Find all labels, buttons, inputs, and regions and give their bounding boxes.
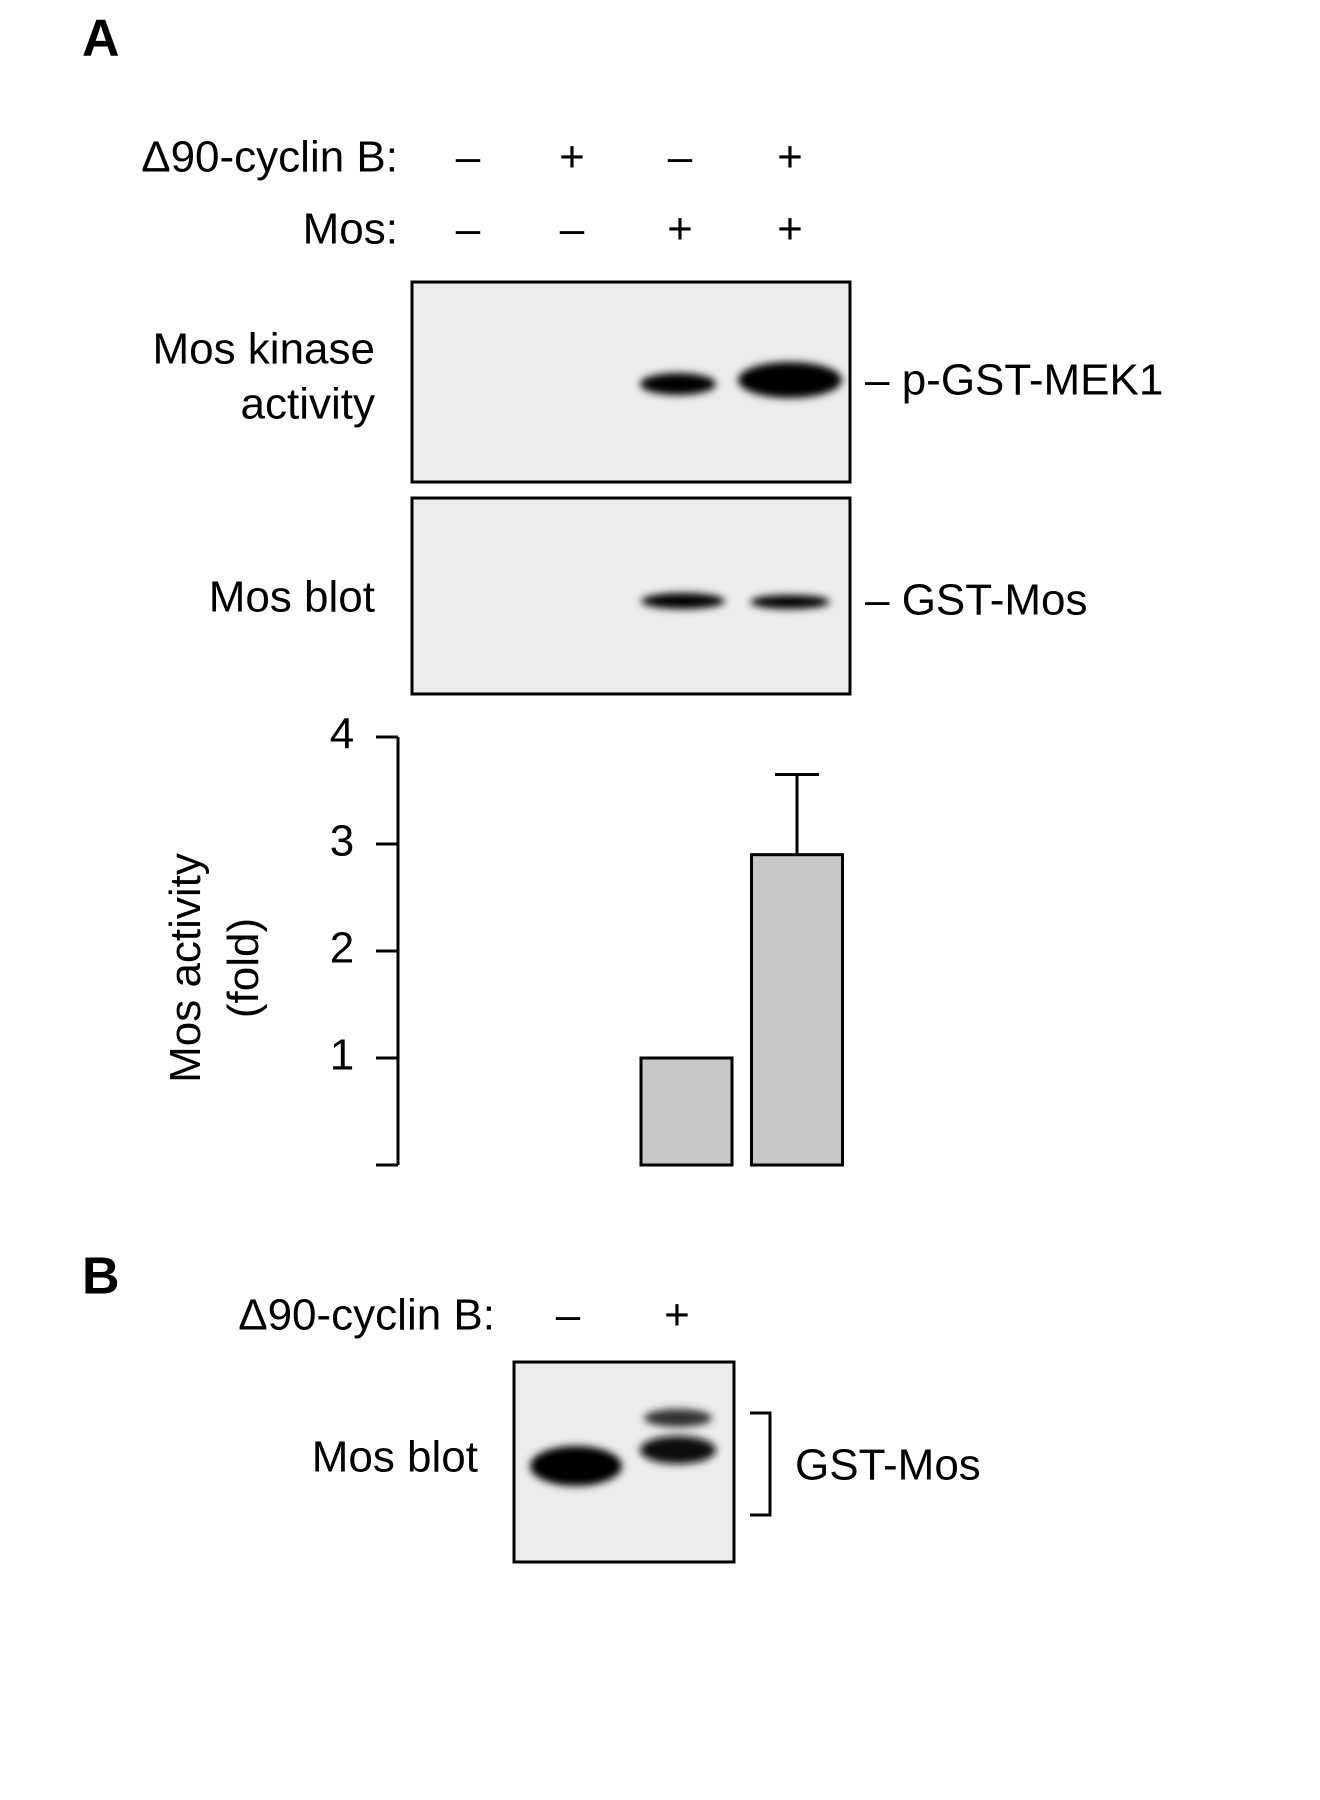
panel-letter: A bbox=[82, 10, 120, 68]
bracket bbox=[750, 1411, 772, 1517]
y-tick-label: 4 bbox=[330, 710, 354, 759]
y-axis-label: Mos activity (fold) bbox=[161, 853, 268, 1083]
y-axis-label-line: Mos activity bbox=[161, 853, 210, 1083]
sign: + bbox=[777, 133, 803, 182]
blot-label: activity bbox=[241, 380, 375, 429]
y-axis-label-line: (fold) bbox=[219, 918, 268, 1018]
band-label: GST-Mos bbox=[795, 1441, 981, 1490]
y-tick-label: 2 bbox=[330, 924, 354, 973]
sign: – bbox=[456, 133, 481, 182]
band bbox=[640, 1436, 716, 1464]
band bbox=[644, 1409, 712, 1427]
sign: – bbox=[456, 205, 481, 254]
panel-letter: B bbox=[82, 1248, 120, 1306]
sign: – bbox=[668, 133, 693, 182]
band bbox=[530, 1446, 622, 1486]
sign: – bbox=[556, 1291, 581, 1340]
blot-label: Mos blot bbox=[209, 573, 375, 622]
sign: + bbox=[664, 1291, 690, 1340]
bar bbox=[750, 853, 844, 1167]
band bbox=[641, 593, 725, 609]
band bbox=[750, 595, 830, 609]
bar-chart: 1 2 3 4 Mos activity (fold) bbox=[161, 710, 844, 1167]
y-tick-label: 3 bbox=[330, 817, 354, 866]
blot-label: Mos kinase bbox=[152, 325, 375, 374]
band bbox=[738, 362, 842, 398]
band bbox=[640, 373, 716, 395]
sign: – bbox=[560, 205, 585, 254]
band-label: – p-GST-MEK1 bbox=[865, 356, 1163, 405]
blot-label: Mos blot bbox=[312, 1433, 478, 1482]
condition-label: Δ90-cyclin B: bbox=[238, 1291, 495, 1340]
y-tick-label: 1 bbox=[330, 1031, 354, 1080]
band-label: – GST-Mos bbox=[865, 576, 1088, 625]
condition-label: Δ90-cyclin B: bbox=[141, 133, 398, 182]
sign: + bbox=[559, 133, 585, 182]
condition-label: Mos: bbox=[303, 205, 398, 254]
sign: + bbox=[777, 205, 803, 254]
sign: + bbox=[667, 205, 693, 254]
bar bbox=[639, 1056, 734, 1167]
